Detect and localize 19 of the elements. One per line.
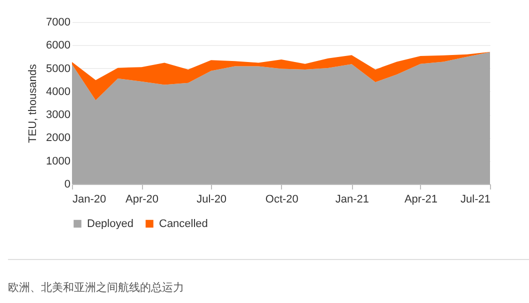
x-tick-label: Oct-20 — [265, 194, 298, 206]
legend-label: Cancelled — [159, 218, 208, 230]
y-tick-label: 1000 — [46, 155, 70, 168]
y-axis-title: TEU, thousands — [27, 64, 40, 143]
x-tick-label: Apr-21 — [404, 194, 438, 206]
x-tick-label: Jan-20 — [72, 194, 106, 206]
y-tick-label: 0 — [64, 178, 70, 190]
legend-label: Deployed — [87, 218, 134, 230]
y-tick-label: 2000 — [46, 132, 70, 144]
x-tick-label: Jan-21 — [335, 194, 370, 206]
x-tick-label: Apr-20 — [126, 194, 159, 206]
text: 欧洲、北美和亚洲之间航线的总运力 — [8, 280, 184, 295]
x-tick-label: Jul-20 — [196, 194, 227, 206]
y-tick-label: 4000 — [46, 86, 70, 98]
y-tick-label: 6000 — [46, 40, 70, 52]
x-tick-label: Jul-21 — [460, 194, 490, 206]
y-tick-label: 7000 — [46, 16, 70, 28]
y-tick-label: 3000 — [46, 109, 70, 122]
y-tick-label: 5000 — [46, 62, 70, 75]
